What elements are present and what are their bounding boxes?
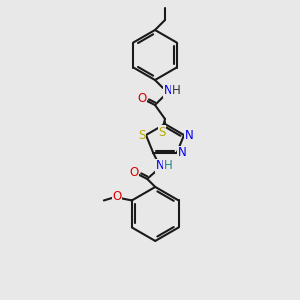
Text: H: H: [164, 159, 172, 172]
Text: N: N: [164, 85, 172, 98]
Text: S: S: [158, 125, 166, 139]
Text: N: N: [177, 146, 186, 159]
Text: H: H: [172, 85, 180, 98]
Text: O: O: [137, 92, 147, 106]
Text: S: S: [138, 129, 146, 142]
Text: N: N: [184, 129, 194, 142]
Text: O: O: [130, 167, 139, 179]
Text: N: N: [156, 159, 165, 172]
Text: O: O: [112, 190, 122, 203]
